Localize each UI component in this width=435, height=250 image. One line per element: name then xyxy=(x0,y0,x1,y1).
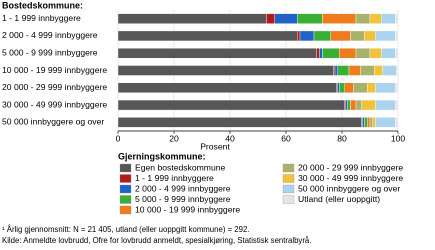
legend-label: 5 000 - 9 999 innbyggere xyxy=(135,194,231,204)
bar-segment xyxy=(117,30,298,42)
bar-segment xyxy=(375,117,396,128)
bar-segment xyxy=(395,13,399,24)
bar-segment xyxy=(339,48,357,59)
bar-segment xyxy=(367,117,371,128)
y-tick-label: 50 000 innbyggere og over xyxy=(2,117,104,127)
bar-segment xyxy=(360,65,375,76)
bar-segment xyxy=(382,65,397,76)
bar-segment xyxy=(395,48,399,59)
bar-segment xyxy=(375,82,396,93)
bar-segment xyxy=(339,82,346,93)
bar-segment xyxy=(395,30,399,42)
bar-segment xyxy=(345,99,348,111)
bar-segment xyxy=(367,82,376,93)
bar-segment xyxy=(337,65,350,76)
y-tick-label: 5 000 - 9 999 innbyggere xyxy=(2,47,98,57)
bar-segment xyxy=(355,48,371,59)
legend-swatch xyxy=(119,184,132,194)
legend-label: Utland (eller uoppgitt) xyxy=(298,194,380,204)
x-tick-label: 0 xyxy=(116,133,121,143)
legend-swatch xyxy=(119,195,132,204)
legend-swatch xyxy=(282,163,295,173)
y-axis-title: Bostedskommune: xyxy=(2,0,83,10)
bar-segment xyxy=(266,13,275,24)
y-tick-label: 10 000 - 19 999 innbyggere xyxy=(2,65,107,75)
footnote: ¹ Årlig gjennomsnitt: N = 21 405, utland… xyxy=(2,225,249,234)
legend-label: 20 000 - 29 999 innbyggere xyxy=(298,162,403,172)
bar-segment xyxy=(381,13,396,24)
y-tick-label: 20 000 - 29 999 innbyggere xyxy=(2,82,107,92)
bar-segment xyxy=(375,99,396,111)
legend-swatch xyxy=(282,174,295,183)
bar-segment xyxy=(355,13,371,24)
bar-segment xyxy=(350,30,365,42)
bar-segment xyxy=(117,65,334,76)
legend-swatch xyxy=(119,174,132,183)
bar-segment xyxy=(395,82,399,93)
y-tick-label: 2 000 - 4 999 innbyggere xyxy=(2,30,98,40)
bar-segment xyxy=(316,48,320,59)
bar-segment xyxy=(322,48,340,59)
bar-segment xyxy=(117,117,362,128)
bar-segment xyxy=(274,13,298,24)
legend-label: 10 000 - 19 999 innbyggere xyxy=(135,204,240,214)
bar-segment xyxy=(334,65,338,76)
bar-segment xyxy=(319,48,323,59)
legend-swatch xyxy=(282,195,295,204)
bar-segment xyxy=(369,117,373,128)
bar-segment xyxy=(369,13,382,24)
bar-segment xyxy=(374,65,383,76)
bar-segment xyxy=(381,48,396,59)
legend-label: 1 - 1 999 innbyggere xyxy=(135,173,214,183)
bar-segment xyxy=(344,82,354,93)
bar-segment xyxy=(395,99,399,111)
bar-segment xyxy=(117,99,346,111)
bar-segment xyxy=(348,65,361,76)
legend-title: Gjerningskommune: xyxy=(118,151,206,161)
bar-segment xyxy=(350,99,357,111)
y-tick-label: 1 - 1 999 innbyggere xyxy=(2,13,81,23)
bar-segment xyxy=(322,13,357,24)
x-tick-label: 80 xyxy=(337,133,347,143)
legend-label: 30 000 - 49 999 innbyggere xyxy=(298,173,403,183)
x-tick-label: 60 xyxy=(281,133,291,143)
bar-segment xyxy=(333,65,336,76)
source: Kilde: Anmeldte lovbrudd, Ofre for lovbr… xyxy=(2,236,311,245)
bar-segment xyxy=(353,82,368,93)
bar-segment xyxy=(297,13,323,24)
legend-label: Egen bostedskommune xyxy=(135,162,226,172)
bar-segment xyxy=(117,13,267,24)
bar-segment xyxy=(337,82,340,93)
bar-segment xyxy=(372,117,376,128)
x-tick-label: 100 xyxy=(391,133,406,143)
bar-segment xyxy=(375,30,396,42)
bar-segment xyxy=(361,99,376,111)
bar-segment xyxy=(117,82,337,93)
bar-segment xyxy=(299,30,315,42)
legend-swatch xyxy=(282,184,295,194)
legend-swatch xyxy=(119,205,132,215)
legend-label: 2 000 - 4 999 innbyggere xyxy=(135,183,231,193)
bar-segment xyxy=(362,117,365,128)
bar-segment xyxy=(355,99,362,111)
bar-segment xyxy=(347,99,351,111)
bar-segment xyxy=(364,30,376,42)
y-tick-label: 30 000 - 49 999 innbyggere xyxy=(2,99,107,109)
bar-segment xyxy=(396,65,399,76)
legend-swatch xyxy=(119,163,132,173)
x-tick-label: 40 xyxy=(225,133,235,143)
bar-segment xyxy=(297,30,301,42)
x-tick-label: 20 xyxy=(169,133,179,143)
bar-segment xyxy=(330,30,351,42)
bar-segment xyxy=(395,117,399,128)
legend-label: 50 000 innbyggere og over xyxy=(298,183,400,193)
bar-segment xyxy=(117,48,318,59)
bar-segment xyxy=(313,30,331,42)
x-axis-title: Prosent xyxy=(200,141,230,151)
bar-segment xyxy=(364,117,368,128)
bar-segment xyxy=(369,48,382,59)
